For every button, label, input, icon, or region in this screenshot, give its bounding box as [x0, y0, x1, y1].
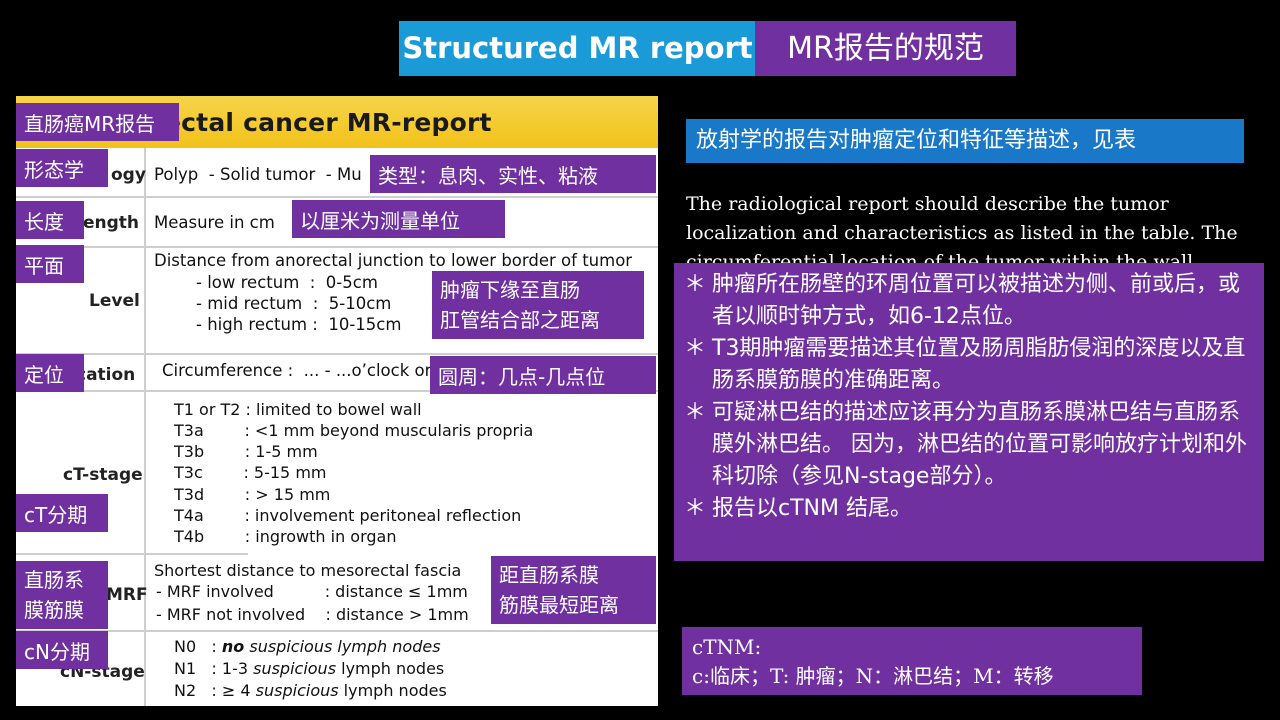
tag-length: 长度	[16, 201, 84, 239]
cell-level-high: - high rectum : 10-15cm	[196, 315, 402, 334]
table-heading: ectal cancer MR-report	[164, 108, 492, 137]
tag-mesorectal-line1: 直肠系	[24, 568, 84, 592]
table-divider-vertical	[144, 148, 146, 706]
cell-location: Circumference : ... - ...o’clock or	[162, 361, 432, 380]
note-item: ＊ 肿瘤所在肠壁的环周位置可以被描述为侧、前或后，或者以顺时钟方式，如6-12点…	[684, 269, 1254, 333]
cell-cn-n2: N2 : ≥ 4 suspicious lymph nodes	[174, 681, 447, 700]
tag-type: 类型：息肉、实性、粘液	[370, 155, 656, 193]
cell-level-low: - low rectum : 0-5cm	[196, 273, 378, 292]
row-label-ct-stage: cT-stage	[63, 465, 143, 485]
bullet-star-icon: ＊	[684, 272, 707, 297]
bullet-star-icon: ＊	[684, 336, 707, 361]
tag-mrf-line1: 距直肠系膜	[499, 563, 599, 587]
note-text: 报告以cTNM 结尾。	[712, 496, 912, 521]
title-chinese: MR报告的规范	[755, 21, 1016, 76]
cell-morphology: Polyp - Solid tumor - Mu	[154, 165, 362, 184]
title-english: Structured MR report	[399, 21, 756, 76]
cell-length: Measure in cm	[154, 213, 275, 232]
tag-rectal-mr-report: 直肠癌MR报告	[16, 103, 179, 141]
bullet-star-icon: ＊	[684, 496, 707, 521]
row-label-length: ength	[83, 213, 140, 233]
ctnm-title: cTNM:	[692, 635, 762, 659]
tag-mrf-distance: 距直肠系膜 筋膜最短距离	[491, 556, 656, 624]
cell-cn-n1: N1 : 1-3 suspicious lymph nodes	[174, 659, 445, 678]
row-label-level: Level	[89, 291, 140, 311]
cell-level-description: Distance from anorectal junction to lowe…	[154, 251, 633, 270]
cell-mrf-involved: - MRF involved : distance ≤ 1mm	[156, 582, 468, 601]
cell-ct-t4b: T4b : ingrowth in organ	[174, 527, 397, 546]
tag-distance: 肿瘤下缘至直肠 肛管结合部之距离	[432, 271, 644, 339]
cell-ct-t3a: T3a : <1 mm beyond muscularis propria	[174, 421, 534, 440]
note-item: ＊ 报告以cTNM 结尾。	[684, 493, 1254, 525]
tag-circumference: 圆周：几点-几点位	[430, 356, 656, 394]
tag-ct-stage: cT分期	[16, 494, 108, 532]
row-label-location: cation	[76, 365, 136, 385]
cell-mrf-not-involved: - MRF not involved : distance > 1mm	[156, 605, 469, 624]
tag-mesorectal-line2: 膜筋膜	[24, 598, 84, 622]
cell-ct-t3c: T3c : 5-15 mm	[174, 463, 327, 482]
row-divider	[16, 196, 658, 198]
ctnm-description: c:临床；T: 肿瘤；N：淋巴结；M：转移	[692, 664, 1054, 688]
cell-mrf-description: Shortest distance to mesorectal fascia	[154, 561, 462, 580]
row-divider	[16, 246, 658, 248]
note-text: 可疑淋巴结的描述应该再分为直肠系膜淋巴结与直肠系膜外淋巴结。 因为，淋巴结的位置…	[712, 400, 1247, 489]
row-divider	[16, 553, 248, 555]
tag-distance-line2: 肛管结合部之距离	[440, 308, 600, 332]
tag-distance-line1: 肿瘤下缘至直肠	[440, 278, 580, 302]
note-item: ＊ T3期肿瘤需要描述其位置及肠周脂肪侵润的深度以及直肠系膜筋膜的准确距离。	[684, 333, 1254, 397]
tag-mesorectal-fascia: 直肠系 膜筋膜	[16, 561, 108, 629]
english-description: The radiological report should describe …	[686, 193, 1238, 268]
row-divider	[16, 630, 658, 632]
note-text: 肿瘤所在肠壁的环周位置可以被描述为侧、前或后，或者以顺时钟方式，如6-12点位。	[712, 272, 1241, 329]
tag-position: 定位	[16, 354, 84, 392]
cell-ct-t1t2: T1 or T2 : limited to bowel wall	[174, 400, 422, 419]
note-text: T3期肿瘤需要描述其位置及肠周脂肪侵润的深度以及直肠系膜筋膜的准确距离。	[712, 336, 1246, 393]
tag-cn-stage: cN分期	[16, 631, 108, 669]
cell-cn-n0: N0 : no suspicious lymph nodes	[174, 637, 441, 656]
row-label-mrf: MRF	[106, 585, 148, 605]
tag-measure-unit: 以厘米为测量单位	[292, 200, 505, 238]
tag-morphology: 形态学	[16, 149, 108, 187]
notes-box: ＊ 肿瘤所在肠壁的环周位置可以被描述为侧、前或后，或者以顺时钟方式，如6-12点…	[674, 263, 1264, 561]
bullet-star-icon: ＊	[684, 400, 707, 425]
tag-mrf-line2: 筋膜最短距离	[499, 593, 619, 617]
radiology-report-description: 放射学的报告对肿瘤定位和特征等描述，见表	[686, 119, 1244, 163]
cell-ct-t4a: T4a : involvement peritoneal reflection	[174, 506, 522, 525]
cell-ct-t3b: T3b : 1-5 mm	[174, 442, 318, 461]
ctnm-legend: cTNM: c:临床；T: 肿瘤；N：淋巴结；M：转移	[682, 627, 1142, 695]
rectal-cancer-mr-report-table: ectal cancer MR-report ogy Polyp - Solid…	[16, 96, 658, 706]
row-divider	[16, 353, 658, 355]
note-item: ＊ 可疑淋巴结的描述应该再分为直肠系膜淋巴结与直肠系膜外淋巴结。 因为，淋巴结的…	[684, 397, 1254, 493]
row-label-morphology: ogy	[111, 165, 146, 185]
tag-plane: 平面	[16, 245, 84, 283]
cell-level-mid: - mid rectum : 5-10cm	[196, 294, 392, 313]
row-divider	[16, 390, 658, 392]
cell-ct-t3d: T3d : > 15 mm	[174, 485, 331, 504]
